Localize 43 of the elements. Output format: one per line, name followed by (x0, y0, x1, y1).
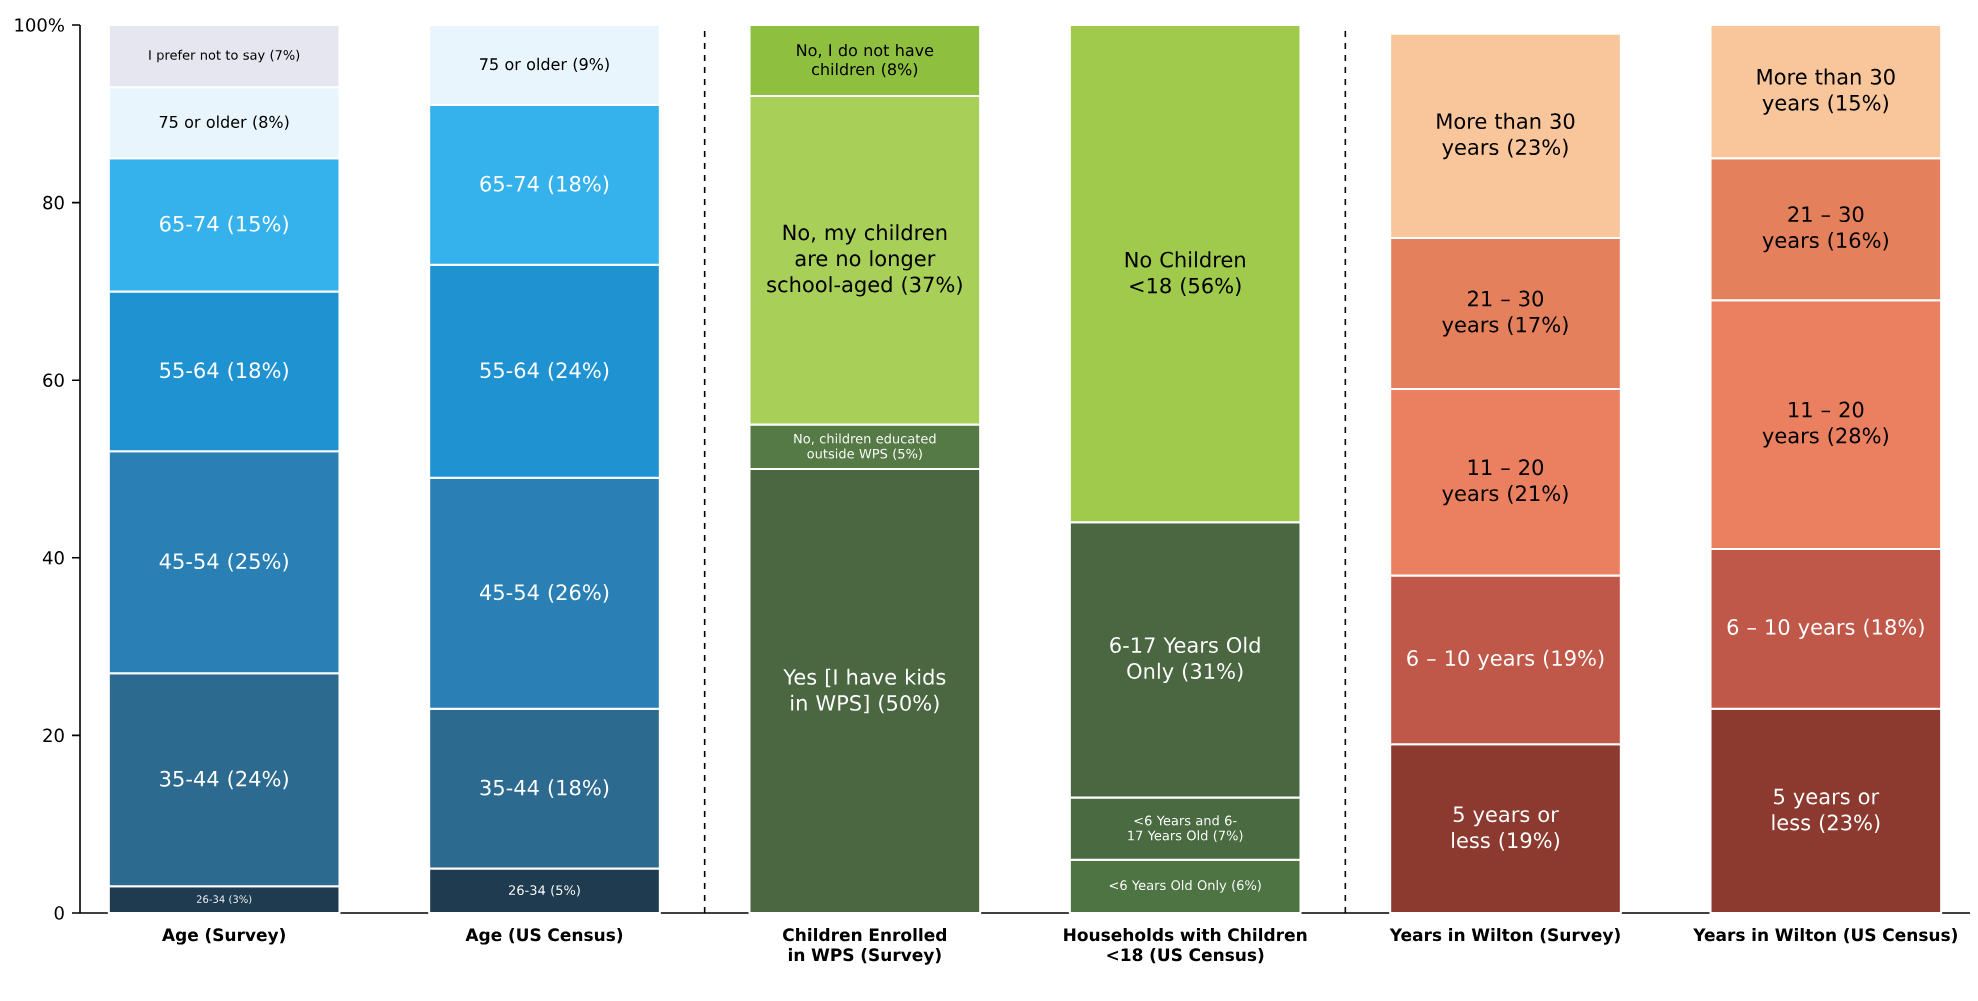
data-label: 55-64 (24%) (480, 361, 609, 381)
data-label: 5 years or less (23%) (1772, 788, 1880, 833)
y-tick-label: 60 (43, 373, 64, 387)
data-label: 65-74 (18%) (480, 175, 609, 195)
data-label: No, children educated outside WPS (5%) (794, 433, 936, 461)
data-label: 21 – 30 years (17%) (1442, 290, 1568, 337)
data-label: 6 – 10 years (18%) (1727, 618, 1924, 639)
data-label: 45-54 (25%) (159, 552, 288, 572)
data-label: 5 years or less (19%) (1452, 806, 1560, 851)
x-tick-label: Years in Wilton (Survey) (1389, 928, 1620, 945)
data-label: <6 Years Old Only (6%) (1109, 880, 1261, 893)
data-label: 45-54 (26%) (479, 583, 609, 603)
data-label: 65-74 (15%) (160, 215, 288, 235)
data-label: 6-17 Years Old Only (31%) (1110, 636, 1260, 684)
data-label: 35-44 (18%) (480, 779, 609, 799)
data-label: 35-44 (24%) (160, 770, 288, 790)
data-label: 75 or older (8%) (159, 115, 289, 130)
data-label: More than 30 years (15%) (1757, 68, 1895, 115)
data-label: <6 Years and 6-17 Years Old (7%) (1128, 815, 1243, 842)
data-label: More than 30 years (23%) (1437, 112, 1575, 160)
x-tick-label: Age (Survey) (162, 928, 285, 945)
y-tick-label: 40 (42, 550, 64, 565)
data-label: I prefer not to say (7%) (149, 49, 300, 63)
x-tick-label: Children Enrolled in WPS (Survey) (783, 928, 946, 965)
data-label: 6 – 10 years (19%) (1407, 649, 1604, 671)
y-tick-label: 20 (43, 728, 64, 743)
data-label: 11 – 20 years (28%) (1762, 401, 1888, 448)
x-tick-label: Years in Wilton (US Census) (1693, 928, 1957, 944)
data-label: No, my children are no longer school-aged (37%) (767, 224, 962, 297)
x-tick-label: Households with Children <18 (US Census) (1064, 928, 1307, 964)
y-tick-label: 100% (15, 18, 64, 32)
data-label: 26-34 (3%) (196, 895, 252, 905)
data-label: 11 – 20 years (21%) (1442, 459, 1568, 506)
data-label: 21 – 30 years (16%) (1762, 206, 1888, 253)
y-tick-label: 80 (43, 195, 64, 210)
data-label: 75 or older (9%) (480, 57, 609, 73)
data-label: Yes [I have kids in WPS] (50%) (783, 668, 946, 714)
x-tick-label: Age (US Census) (465, 928, 623, 945)
y-tick-label: 0 (54, 906, 64, 920)
data-label: No, I do not have children (8%) (797, 43, 934, 78)
data-label: 55-64 (18%) (160, 361, 288, 381)
data-label: 26-34 (5%) (509, 885, 580, 897)
data-label: No Children <18 (56%) (1125, 251, 1245, 296)
